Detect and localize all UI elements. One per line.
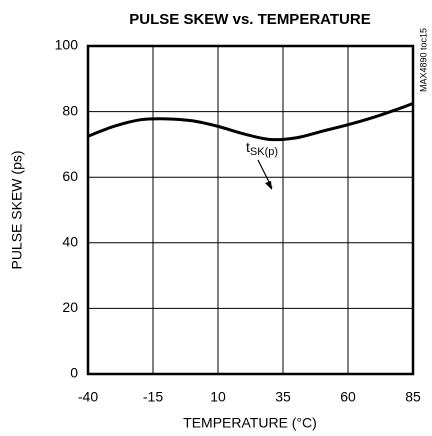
x-tick-label: 60 <box>340 389 356 405</box>
x-tick-label: 35 <box>275 389 291 405</box>
y-tick-label: 100 <box>55 37 79 53</box>
x-tick-label: -15 <box>143 389 163 405</box>
x-tick-label: 85 <box>405 389 421 405</box>
y-tick-label: 80 <box>62 102 78 118</box>
y-tick-label: 0 <box>70 365 78 381</box>
plot-frame <box>86 44 415 376</box>
x-axis-label: TEMPERATURE (°C) <box>183 415 317 431</box>
y-tick-label: 20 <box>62 299 78 315</box>
arrow-head <box>265 181 272 190</box>
data-line <box>87 101 414 142</box>
y-tick-label: 60 <box>62 168 78 184</box>
x-tick-label: 10 <box>210 389 226 405</box>
x-tick-label: -40 <box>78 389 98 405</box>
annotation-subscript: SK(p) <box>250 146 278 158</box>
annotation: tSK(p) <box>246 139 278 158</box>
y-tick-label: 40 <box>62 234 78 250</box>
chart-title: PULSE SKEW vs. TEMPERATURE <box>129 11 370 28</box>
side-note: MAX4890 toc15 <box>418 28 428 92</box>
y-axis-label: PULSE SKEW (ps) <box>9 150 25 269</box>
annotation-text: t <box>246 139 250 155</box>
